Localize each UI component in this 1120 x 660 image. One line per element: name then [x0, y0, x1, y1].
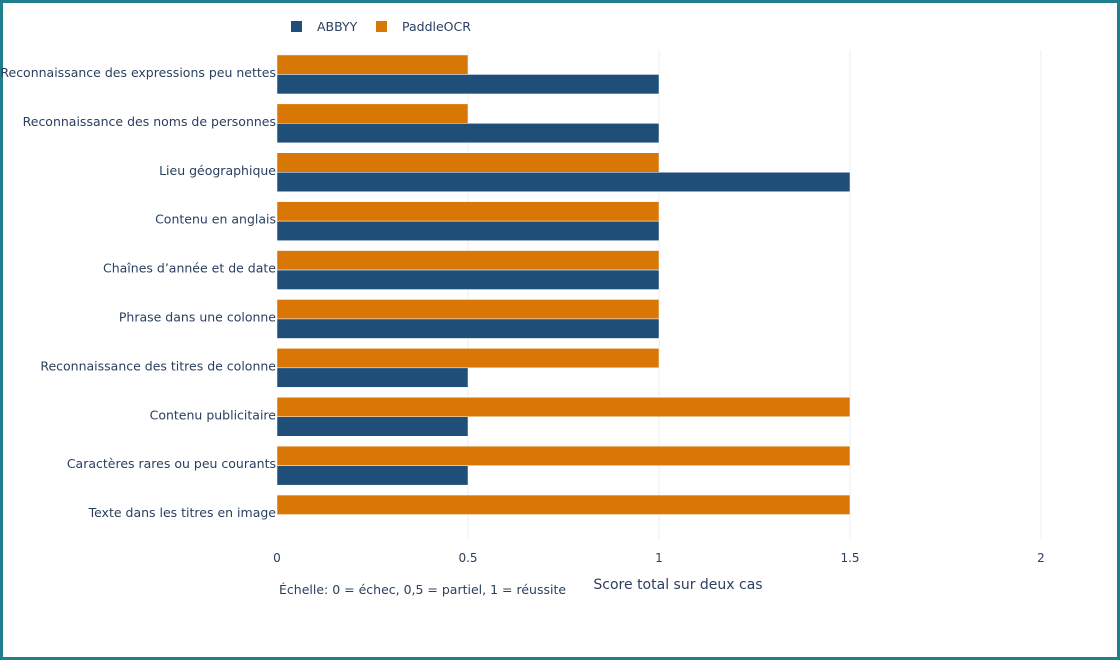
x-tick-label: 2 [1037, 551, 1045, 565]
legend-label-paddleocr[interactable]: PaddleOCR [402, 19, 471, 34]
category-label: Chaînes d’année et de date [103, 261, 276, 276]
x-tick-label: 0.5 [458, 551, 477, 565]
x-tick-label: 1.5 [840, 551, 859, 565]
category-label: Reconnaissance des expressions peu nette… [0, 65, 276, 80]
bar-paddleocr[interactable] [276, 494, 851, 515]
x-axis-title: Score total sur deux cas [593, 577, 762, 593]
bar-abbyy[interactable] [276, 172, 851, 192]
category-label: Contenu publicitaire [150, 407, 277, 422]
category-label: Phrase dans une colonne [119, 309, 276, 324]
bar-paddleocr[interactable] [276, 152, 660, 173]
category-label: Contenu en anglais [155, 212, 276, 227]
bar-abbyy[interactable] [276, 123, 660, 144]
bar-abbyy[interactable] [276, 416, 469, 437]
category-label: Texte dans les titres en image [88, 505, 277, 520]
bars [276, 54, 851, 515]
legend-label-abbyy[interactable]: ABBYY [317, 19, 358, 34]
category-label: Reconnaissance des titres de colonne [40, 358, 276, 373]
bar-paddleocr[interactable] [276, 54, 469, 75]
bar-paddleocr[interactable] [276, 103, 469, 124]
category-labels: Reconnaissance des expressions peu nette… [0, 65, 276, 520]
legend-swatch-paddleocr [376, 21, 387, 32]
bar-abbyy[interactable] [276, 269, 660, 290]
bar-paddleocr[interactable] [276, 250, 660, 271]
bar-abbyy[interactable] [276, 465, 469, 486]
scale-note: Échelle: 0 = échec, 0,5 = partiel, 1 = r… [279, 582, 566, 597]
x-tick-labels: 0 0.5 1 1.5 2 [273, 551, 1045, 565]
bar-paddleocr[interactable] [276, 348, 660, 369]
bar-paddleocr[interactable] [276, 397, 851, 417]
category-label: Reconnaissance des noms de personnes [23, 114, 276, 129]
category-label: Caractères rares ou peu courants [67, 456, 276, 471]
bar-abbyy[interactable] [276, 318, 660, 339]
bar-paddleocr[interactable] [276, 445, 851, 466]
bar-abbyy[interactable] [276, 74, 660, 95]
legend-swatch-abbyy [291, 21, 302, 32]
bar-abbyy[interactable] [276, 367, 469, 388]
x-tick-label: 1 [655, 551, 663, 565]
bar-abbyy[interactable] [276, 220, 660, 241]
category-label: Lieu géographique [159, 163, 276, 178]
bar-paddleocr[interactable] [276, 299, 660, 320]
bar-paddleocr[interactable] [276, 201, 660, 222]
x-tick-label: 0 [273, 551, 281, 565]
legend[interactable]: ABBYY PaddleOCR [291, 19, 471, 34]
